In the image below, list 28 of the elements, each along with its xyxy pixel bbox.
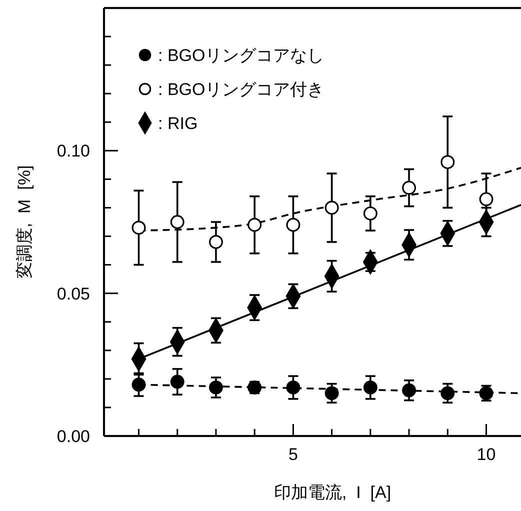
point [324, 200, 339, 215]
point [286, 380, 300, 394]
point [324, 386, 339, 400]
point [286, 218, 300, 232]
legend-label: : RIG [158, 114, 198, 133]
y-tick-label: 0.05 [56, 284, 90, 304]
point [170, 374, 184, 389]
legend-label: : BGOリングコアなし [158, 46, 324, 65]
x-axis-title: 印加電流, I [A] [274, 483, 392, 502]
point [402, 180, 416, 195]
point [248, 218, 262, 232]
point [363, 380, 378, 394]
point [132, 220, 146, 235]
point [208, 380, 223, 394]
point [170, 215, 184, 229]
point [208, 235, 223, 249]
point [132, 378, 146, 392]
point [440, 155, 455, 170]
y-tick-label: 0.00 [56, 426, 90, 446]
point [440, 386, 455, 400]
x-tick-label: 5 [288, 445, 298, 464]
point [479, 192, 494, 206]
legend-label: : BGOリングコア付き [158, 80, 324, 99]
y-axis-title: 変調度, M [%] [15, 165, 34, 279]
y-tick-label: 0.10 [56, 142, 90, 161]
point [363, 206, 378, 220]
x-tick-label: 10 [476, 445, 496, 464]
point [402, 383, 416, 398]
